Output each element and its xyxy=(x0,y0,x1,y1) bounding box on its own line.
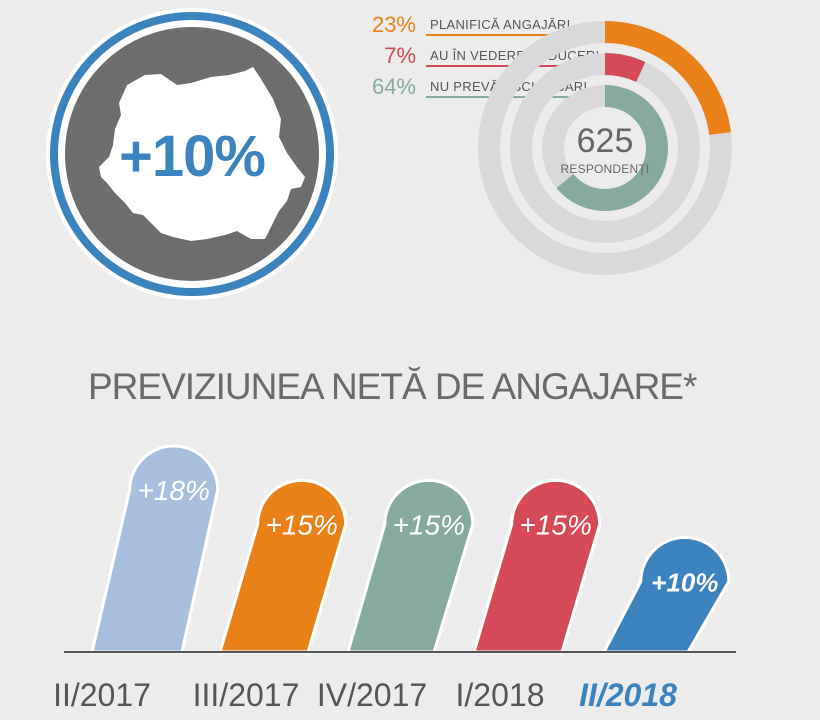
ring-center xyxy=(567,110,643,186)
headline-badge: +10% xyxy=(46,8,338,300)
bar-IV-2017 xyxy=(346,478,475,654)
respondents-label: RESPONDENȚI xyxy=(560,162,650,176)
legend-pct-reductions: 7% xyxy=(384,43,416,68)
survey-ring-chart xyxy=(478,21,732,275)
x-tick-label: II/2017 xyxy=(53,677,151,713)
ring-arc-reductions xyxy=(604,53,646,83)
x-tick-label: III/2017 xyxy=(193,677,300,713)
badge-disc: +10% xyxy=(65,27,319,281)
legend-pct-hiring: 23% xyxy=(371,12,416,37)
bar-value-label: +15% xyxy=(393,509,465,540)
x-tick-label: II/2018 xyxy=(579,677,677,713)
x-tick-label: I/2018 xyxy=(456,677,545,713)
respondents-count: 625 xyxy=(576,122,634,160)
legend-label-hiring: PLANIFICĂ ANGAJĂRI xyxy=(430,17,571,32)
x-tick-label: IV/2017 xyxy=(317,677,427,713)
headline-value: +10% xyxy=(119,124,266,189)
bar-II-2017 xyxy=(90,444,220,654)
chart-title: PREVIZIUNEA NETĂ DE ANGAJARE* xyxy=(88,366,697,407)
ring-arc-hiring xyxy=(604,21,731,136)
bar-I-2018 xyxy=(471,478,602,654)
bar-value-label: +15% xyxy=(265,509,337,540)
romania-map-icon xyxy=(99,67,305,241)
legend-pct-no-change: 64% xyxy=(371,74,416,99)
legend-line-hiring xyxy=(426,34,600,36)
bar-III-2017 xyxy=(217,478,348,654)
ring-arc-no-change xyxy=(556,85,668,211)
bar-value-label: +10% xyxy=(651,568,718,598)
bar-value-label: +15% xyxy=(519,509,591,540)
bar-value-label: +18% xyxy=(137,475,209,506)
bar-II-2018 xyxy=(601,536,731,654)
